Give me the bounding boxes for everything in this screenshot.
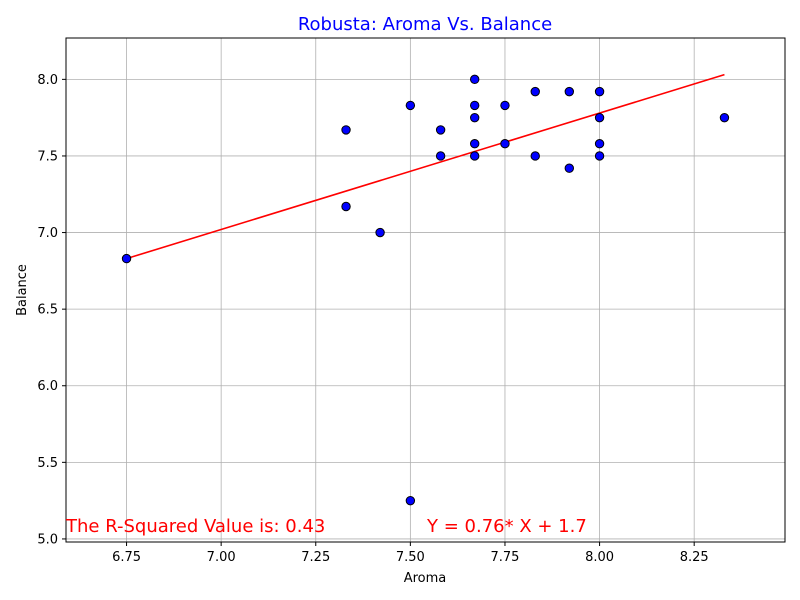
scatter-point [405,100,416,111]
regression-layer [126,73,725,260]
scatter-point [594,112,605,123]
y-tick-label: 8.0 [37,73,58,88]
scatter-point [121,253,132,264]
scatter-point [594,139,605,149]
x-tick-label: 7.50 [396,550,425,565]
plot-frame [65,37,786,543]
scatter-point [469,151,480,161]
scatter-point [341,201,351,212]
scatter-point [341,125,351,135]
y-tick-label: 5.0 [37,532,58,547]
x-tick-label: 6.75 [112,550,141,565]
r-squared-annotation: The R-Squared Value is: 0.43 [65,516,325,537]
chart-title: Robusta: Aroma Vs. Balance [298,14,552,35]
y-axis-ticks: 5.0 5.5 6.0 6.5 7.0 7.5 8.0 [37,73,66,547]
scatter-point [594,86,605,97]
scatter-point [469,100,480,111]
y-axis-label: Balance [15,264,30,316]
scatter-point [375,227,385,238]
scatter-point [594,151,605,161]
scatter-point [469,74,480,85]
x-axis-ticks: 6.75 7.00 7.25 7.50 7.75 8.00 8.25 [112,542,709,565]
regression-equation-annotation: Y = 0.76* X + 1.7 [426,516,587,537]
scatter-point [719,112,730,123]
scatter-point [469,112,480,123]
y-tick-label: 6.0 [37,379,58,394]
regression-line [126,73,725,260]
y-tick-label: 6.5 [37,303,58,318]
x-tick-label: 8.25 [680,550,709,565]
scatter-point [564,86,574,97]
scatter-point [530,86,540,97]
points-layer [121,74,730,506]
scatter-point [500,139,510,149]
scatter-point [530,151,540,161]
scatter-point [564,163,574,173]
scatter-point [469,139,480,149]
x-tick-label: 8.00 [585,550,614,565]
x-tick-label: 7.00 [207,550,236,565]
x-axis-label: Aroma [404,571,447,586]
scatter-point [500,100,510,111]
y-tick-label: 5.5 [37,456,58,471]
scatter-point [435,151,446,161]
scatter-point [435,125,446,135]
x-tick-label: 7.25 [301,550,330,565]
y-tick-label: 7.5 [37,149,58,164]
y-tick-label: 7.0 [37,226,58,241]
x-tick-label: 7.75 [490,550,519,565]
scatter-point [405,495,416,506]
